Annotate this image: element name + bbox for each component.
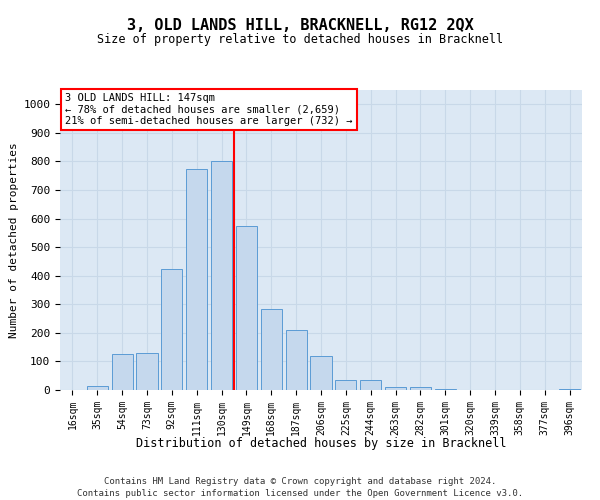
Bar [87, 386, 108, 390]
Text: Contains HM Land Registry data © Crown copyright and database right 2024.: Contains HM Land Registry data © Crown c… [104, 478, 496, 486]
Bar [559, 388, 580, 390]
Text: 3, OLD LANDS HILL, BRACKNELL, RG12 2QX: 3, OLD LANDS HILL, BRACKNELL, RG12 2QX [127, 18, 473, 32]
Bar [186, 168, 207, 390]
Bar [310, 356, 332, 390]
Text: Distribution of detached houses by size in Bracknell: Distribution of detached houses by size … [136, 438, 506, 450]
Bar [161, 268, 182, 390]
Bar [211, 162, 232, 390]
Bar [261, 308, 282, 390]
Bar [435, 388, 456, 390]
Bar [286, 330, 307, 390]
Text: Contains public sector information licensed under the Open Government Licence v3: Contains public sector information licen… [77, 489, 523, 498]
Text: 3 OLD LANDS HILL: 147sqm
← 78% of detached houses are smaller (2,659)
21% of sem: 3 OLD LANDS HILL: 147sqm ← 78% of detach… [65, 93, 353, 126]
Bar [236, 226, 257, 390]
Y-axis label: Number of detached properties: Number of detached properties [9, 142, 19, 338]
Bar [335, 380, 356, 390]
Bar [136, 353, 158, 390]
Text: Size of property relative to detached houses in Bracknell: Size of property relative to detached ho… [97, 32, 503, 46]
Bar [360, 380, 381, 390]
Bar [385, 387, 406, 390]
Bar [112, 354, 133, 390]
Bar [410, 387, 431, 390]
